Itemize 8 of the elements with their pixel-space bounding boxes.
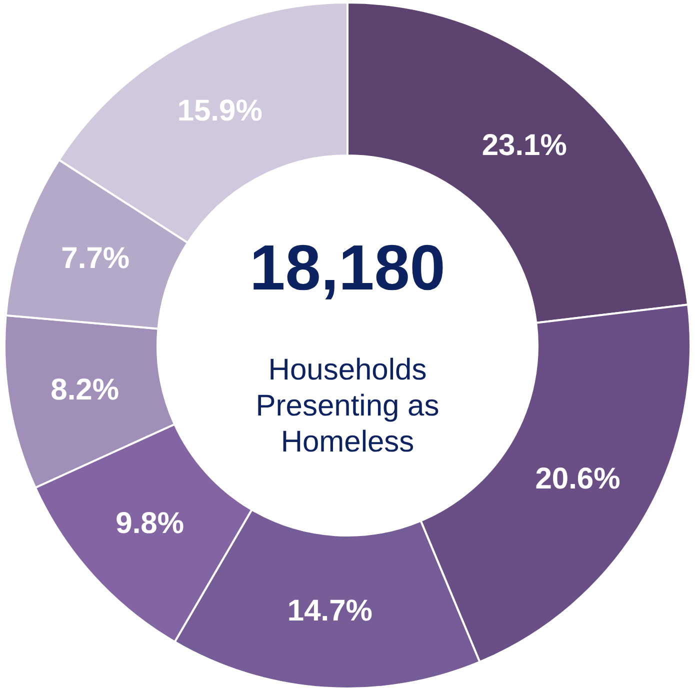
data-label: 20.6% (535, 462, 620, 496)
data-label: 14.7% (287, 594, 372, 628)
data-label: 23.1% (482, 129, 567, 162)
data-label: 9.8% (116, 507, 184, 540)
text: Households Presenting as Homeless (256, 354, 440, 458)
text: 18,180 (250, 232, 446, 304)
data-label: 8.2% (50, 373, 120, 406)
data-label: 7.7% (61, 242, 130, 276)
